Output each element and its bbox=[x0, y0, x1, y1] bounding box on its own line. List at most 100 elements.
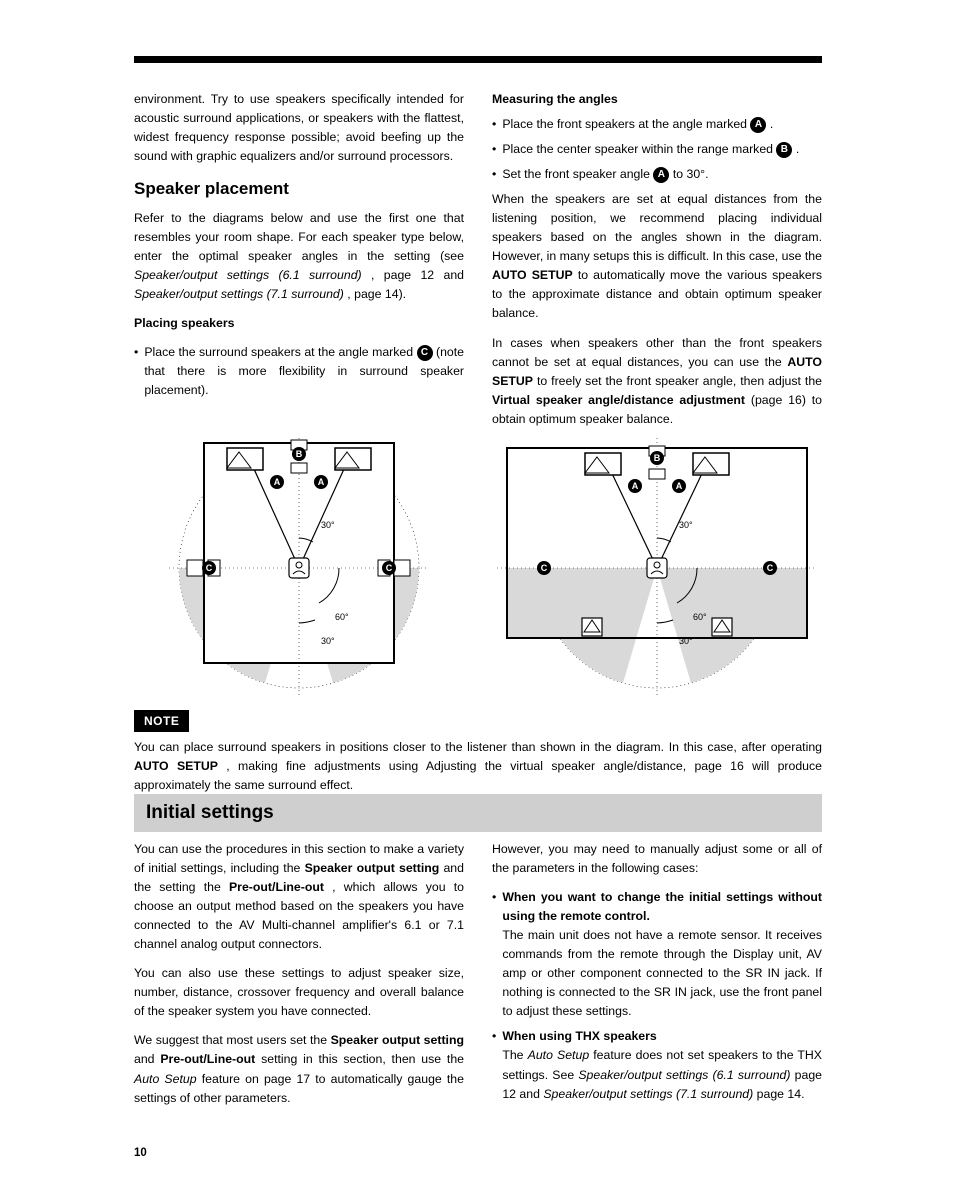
txt: We suggest that most users set the bbox=[134, 1033, 327, 1047]
bullet-text: Place the front speakers at the angle ma… bbox=[502, 115, 822, 134]
bullet-text: Place the surround speakers at the angle… bbox=[144, 343, 464, 400]
txt: , making fine adjustments using Adjustin… bbox=[134, 759, 822, 792]
left-column: environment. Try to use speakers specifi… bbox=[134, 90, 464, 439]
txt: page 14. bbox=[757, 1087, 805, 1101]
para-refer: Refer to the diagrams below and use the … bbox=[134, 209, 464, 304]
svg-text:30°: 30° bbox=[321, 520, 335, 530]
svg-text:B: B bbox=[654, 453, 661, 463]
dot: • bbox=[492, 888, 496, 907]
bullet-r1: • When you want to change the initial se… bbox=[492, 888, 822, 1021]
em: Speaker/output settings (6.1 surround) bbox=[134, 268, 362, 282]
diagrams-row: 30° 60° 30° bbox=[134, 418, 822, 708]
note-tag: NOTE bbox=[134, 710, 189, 732]
lower-right: However, you may need to manually adjust… bbox=[492, 840, 822, 1118]
txt: The main unit does not have a remote sen… bbox=[502, 928, 822, 1018]
svg-text:C: C bbox=[386, 563, 393, 573]
bullet-c: • Place the surround speakers at the ang… bbox=[134, 343, 464, 400]
lower-left: You can use the procedures in this secti… bbox=[134, 840, 464, 1118]
dot: • bbox=[492, 115, 496, 134]
txt: Set the front speaker angle bbox=[502, 167, 650, 181]
svg-text:30°: 30° bbox=[321, 636, 335, 646]
strong: When you want to change the initial sett… bbox=[502, 890, 822, 923]
svg-text:60°: 60° bbox=[335, 612, 349, 622]
strong: AUTO SETUP bbox=[492, 268, 573, 282]
p1r: However, you may need to manually adjust… bbox=[492, 840, 822, 878]
section-title: Initial settings bbox=[146, 802, 810, 824]
bullet-text: Set the front speaker angle A to 30°. bbox=[502, 165, 822, 184]
strong: AUTO SETUP bbox=[134, 759, 218, 773]
note-block: NOTE You can place surround speakers in … bbox=[134, 710, 822, 795]
svg-text:A: A bbox=[676, 481, 683, 491]
txt: When you want to change the initial sett… bbox=[502, 888, 822, 1021]
note-text: You can place surround speakers in posit… bbox=[134, 738, 822, 795]
badge-c-inline: C bbox=[417, 345, 433, 361]
svg-text:30°: 30° bbox=[679, 520, 693, 530]
section-bar: Initial settings bbox=[134, 794, 822, 832]
svg-text:A: A bbox=[274, 477, 281, 487]
top-rule bbox=[134, 56, 822, 63]
em: Speaker/output settings (6.1 surround) bbox=[578, 1068, 790, 1082]
txt: In cases when speakers other than the fr… bbox=[492, 336, 822, 369]
txt: You can place surround speakers in posit… bbox=[134, 740, 822, 754]
txt: When using THX speakers The Auto Setup f… bbox=[502, 1027, 822, 1103]
bullet-a: • Place the front speakers at the angle … bbox=[492, 115, 822, 134]
txt: to freely set the front speaker angle, t… bbox=[537, 374, 822, 388]
badge-a-inline: A bbox=[750, 117, 766, 133]
dot: • bbox=[492, 140, 496, 159]
bullet-b: • Place the center speaker within the ra… bbox=[492, 140, 822, 159]
txt: setting in this section, then use the bbox=[261, 1052, 464, 1066]
bullet-text: Place the center speaker within the rang… bbox=[502, 140, 822, 159]
strong: When using THX speakers bbox=[502, 1029, 656, 1043]
strong: Pre-out/Line-out bbox=[160, 1052, 255, 1066]
strong: Speaker output setting bbox=[305, 861, 440, 875]
badge-a2-inline: A bbox=[653, 167, 669, 183]
dot: • bbox=[134, 343, 138, 362]
em: Auto Setup bbox=[528, 1048, 590, 1062]
txt: , page 14). bbox=[347, 287, 406, 301]
txt: Place the center speaker within the rang… bbox=[502, 142, 773, 156]
heading-speaker-placement: Speaker placement bbox=[134, 176, 464, 202]
lower-columns: You can use the procedures in this secti… bbox=[134, 840, 822, 1118]
strong: Pre-out/Line-out bbox=[229, 880, 324, 894]
svg-text:60°: 60° bbox=[693, 612, 707, 622]
p3: We suggest that most users set the Speak… bbox=[134, 1031, 464, 1107]
dot: • bbox=[492, 1027, 496, 1046]
svg-text:C: C bbox=[767, 563, 774, 573]
em: Auto Setup bbox=[134, 1072, 197, 1086]
p1: You can use the procedures in this secti… bbox=[134, 840, 464, 954]
badge-b-inline: B bbox=[776, 142, 792, 158]
p2: You can also use these settings to adjus… bbox=[134, 964, 464, 1021]
txt: Place the front speakers at the angle ma… bbox=[502, 117, 747, 131]
txt: . bbox=[770, 117, 773, 131]
para-auto: When the speakers are set at equal dista… bbox=[492, 190, 822, 323]
page-number: 10 bbox=[134, 1147, 147, 1159]
dot: • bbox=[492, 165, 496, 184]
txt: to 30°. bbox=[673, 167, 709, 181]
txt: , page 12 and bbox=[371, 268, 464, 282]
txt: and bbox=[134, 1052, 155, 1066]
txt: . bbox=[796, 142, 799, 156]
em: Speaker/output settings (7.1 surround) bbox=[543, 1087, 753, 1101]
para-cases: In cases when speakers other than the fr… bbox=[492, 334, 822, 429]
svg-text:30°: 30° bbox=[679, 636, 693, 646]
svg-text:C: C bbox=[206, 563, 213, 573]
bullet-r2: • When using THX speakers The Auto Setup… bbox=[492, 1027, 822, 1103]
svg-text:B: B bbox=[296, 449, 303, 459]
para-environment: environment. Try to use speakers specifi… bbox=[134, 90, 464, 166]
txt: Place the surround speakers at the angle… bbox=[144, 345, 413, 359]
diagram-right: 30° 60° 30° bbox=[492, 418, 822, 708]
strong: Virtual speaker angle/distance adjustmen… bbox=[492, 393, 745, 407]
svg-text:C: C bbox=[541, 563, 548, 573]
subhead-placing: Placing speakers bbox=[134, 314, 464, 333]
right-column: Measuring the angles • Place the front s… bbox=[492, 90, 822, 439]
bullet-a30: • Set the front speaker angle A to 30°. bbox=[492, 165, 822, 184]
svg-text:A: A bbox=[318, 477, 325, 487]
txt: Refer to the diagrams below and use the … bbox=[134, 211, 464, 263]
diagram-left: 30° 60° 30° bbox=[134, 418, 464, 708]
em: Speaker/output settings (7.1 surround) bbox=[134, 287, 344, 301]
svg-text:A: A bbox=[632, 481, 639, 491]
txt: The bbox=[502, 1048, 523, 1062]
upper-columns: environment. Try to use speakers specifi… bbox=[134, 90, 822, 439]
subhead-measuring: Measuring the angles bbox=[492, 90, 822, 109]
strong: Speaker output setting bbox=[331, 1033, 464, 1047]
